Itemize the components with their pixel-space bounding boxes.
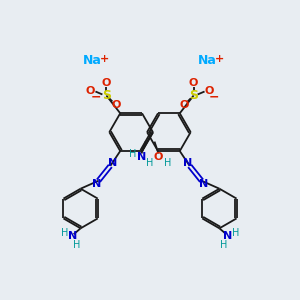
Text: S: S <box>189 89 198 102</box>
Text: H: H <box>73 240 80 250</box>
Text: O: O <box>102 78 111 88</box>
Text: N: N <box>223 231 232 241</box>
Text: N: N <box>137 152 146 163</box>
Text: −: − <box>90 91 101 104</box>
Text: −: − <box>208 91 219 104</box>
Text: S: S <box>102 89 111 102</box>
Text: Na: Na <box>83 54 102 67</box>
Text: H: H <box>164 158 171 168</box>
Text: H: H <box>220 240 227 250</box>
Text: H: H <box>61 228 68 238</box>
Text: O: O <box>189 78 198 88</box>
Text: +: + <box>215 54 224 64</box>
Text: N: N <box>92 179 101 189</box>
Text: O: O <box>112 100 121 110</box>
Text: N: N <box>68 231 77 241</box>
Text: O: O <box>154 152 163 163</box>
Text: N: N <box>108 158 117 168</box>
Text: O: O <box>205 86 214 97</box>
Text: O: O <box>179 100 188 110</box>
Text: N: N <box>199 179 208 189</box>
Text: +: + <box>100 54 109 64</box>
Text: H: H <box>129 149 136 160</box>
Text: N: N <box>183 158 192 168</box>
Text: Na: Na <box>198 54 217 67</box>
Text: O: O <box>86 86 95 97</box>
Text: H: H <box>146 158 153 168</box>
Text: H: H <box>232 228 239 238</box>
